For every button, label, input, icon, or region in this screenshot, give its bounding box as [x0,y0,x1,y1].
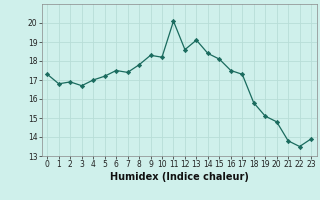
X-axis label: Humidex (Indice chaleur): Humidex (Indice chaleur) [110,172,249,182]
